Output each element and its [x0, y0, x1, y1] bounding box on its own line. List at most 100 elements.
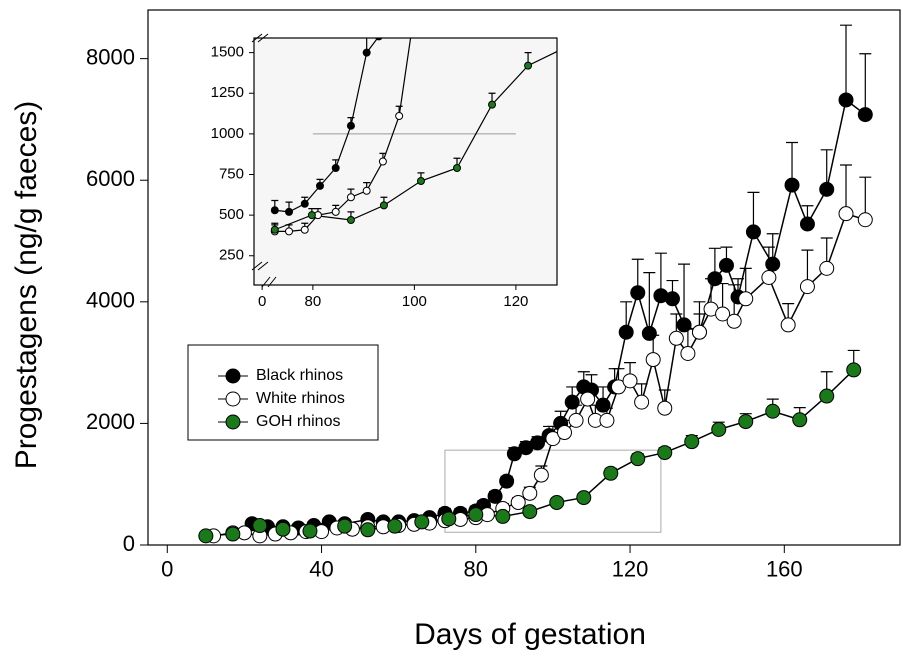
data-point — [315, 181, 324, 190]
data-point — [545, 431, 561, 447]
legend-label: Black rhinos — [256, 367, 343, 384]
x-tick-label: 0 — [258, 293, 266, 310]
data-point — [524, 61, 533, 70]
y-tick-label: 1000 — [211, 125, 244, 142]
error-bar — [678, 263, 691, 325]
data-point — [225, 526, 241, 542]
data-point — [564, 394, 580, 410]
data-point — [664, 291, 680, 307]
series-line — [274, 38, 412, 232]
data-point — [857, 212, 873, 228]
data-point — [857, 107, 873, 123]
data-point — [346, 193, 355, 202]
data-point — [792, 412, 808, 428]
data-point — [529, 435, 545, 451]
error-bar — [840, 24, 853, 100]
data-point — [715, 306, 731, 322]
data-point — [510, 494, 526, 510]
data-point — [346, 121, 355, 130]
data-point — [819, 388, 835, 404]
plot-layer — [198, 24, 873, 544]
data-point — [680, 345, 696, 361]
data-point — [441, 511, 457, 527]
data-point — [576, 490, 592, 506]
y-tick-label: 250 — [219, 247, 244, 264]
legend-marker — [225, 368, 241, 384]
data-point — [819, 181, 835, 197]
y-tick-label: 500 — [219, 206, 244, 223]
data-point — [468, 507, 484, 523]
data-point — [346, 216, 355, 224]
data-point — [488, 100, 497, 109]
x-tick-label: 80 — [305, 293, 322, 310]
x-tick-label: 120 — [503, 293, 528, 310]
data-point — [198, 528, 214, 544]
data-point — [676, 317, 692, 333]
legend-marker — [225, 414, 241, 430]
data-point — [738, 414, 754, 430]
error-bar — [859, 53, 872, 115]
data-point — [378, 157, 387, 166]
data-point — [819, 260, 835, 276]
data-point — [300, 225, 309, 234]
data-point — [499, 473, 515, 489]
data-point — [645, 352, 661, 368]
x-tick-label: 80 — [464, 556, 488, 581]
data-point — [331, 164, 340, 172]
y-tick-label: 6000 — [86, 166, 135, 191]
axis-break — [251, 33, 277, 288]
data-point — [707, 271, 723, 287]
error-bar — [643, 272, 656, 334]
data-point — [784, 177, 800, 193]
data-point — [360, 522, 376, 538]
data-point — [684, 434, 700, 450]
data-point — [745, 224, 761, 240]
data-point — [641, 325, 657, 341]
x-tick-label: 120 — [612, 556, 649, 581]
legend-box — [187, 344, 379, 441]
data-point — [337, 518, 353, 534]
data-point — [331, 207, 340, 216]
data-point — [395, 112, 404, 120]
data-point — [533, 467, 549, 483]
data-point — [362, 48, 371, 57]
y-tick-label: 1250 — [211, 84, 244, 101]
data-point — [506, 446, 522, 462]
error-bar — [840, 164, 853, 214]
data-point — [375, 38, 383, 41]
data-point — [387, 518, 403, 534]
data-point — [599, 412, 615, 428]
data-point — [838, 206, 854, 222]
data-point — [487, 488, 503, 504]
y-tick-label: 4000 — [86, 288, 135, 313]
data-point — [765, 256, 781, 272]
x-tick-label: 0 — [161, 556, 173, 581]
data-point — [691, 324, 707, 340]
data-point — [838, 92, 854, 108]
data-point — [595, 397, 611, 413]
legend-marker — [225, 391, 241, 407]
data-point — [285, 227, 294, 236]
data-point — [302, 523, 318, 539]
data-point — [634, 394, 650, 410]
data-point — [738, 291, 754, 307]
data-point — [522, 485, 538, 501]
data-point — [780, 317, 796, 333]
data-point — [270, 225, 279, 234]
legend-label: White rhinos — [256, 390, 345, 407]
plot-layer — [270, 38, 557, 236]
data-point — [726, 313, 742, 329]
data-point — [799, 216, 815, 232]
y-tick-label: 2000 — [86, 409, 135, 434]
data-point — [761, 270, 777, 285]
data-point — [362, 186, 371, 195]
data-point — [657, 445, 673, 461]
x-axis-label: Days of gestation — [414, 618, 646, 651]
y-tick-label: 0 — [123, 531, 135, 556]
data-point — [610, 379, 626, 395]
data-point — [275, 521, 291, 537]
data-point — [285, 207, 294, 216]
y-tick-label: 8000 — [86, 44, 135, 69]
data-point — [252, 518, 268, 534]
